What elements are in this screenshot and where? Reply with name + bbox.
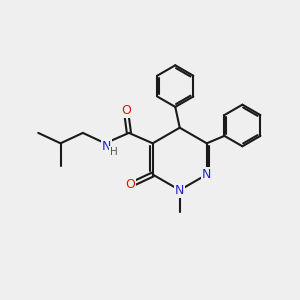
Text: H: H [110, 147, 117, 157]
Text: O: O [125, 178, 135, 191]
Text: O: O [121, 104, 131, 117]
Text: N: N [202, 168, 212, 181]
Text: N: N [102, 140, 111, 153]
Text: N: N [175, 184, 184, 196]
